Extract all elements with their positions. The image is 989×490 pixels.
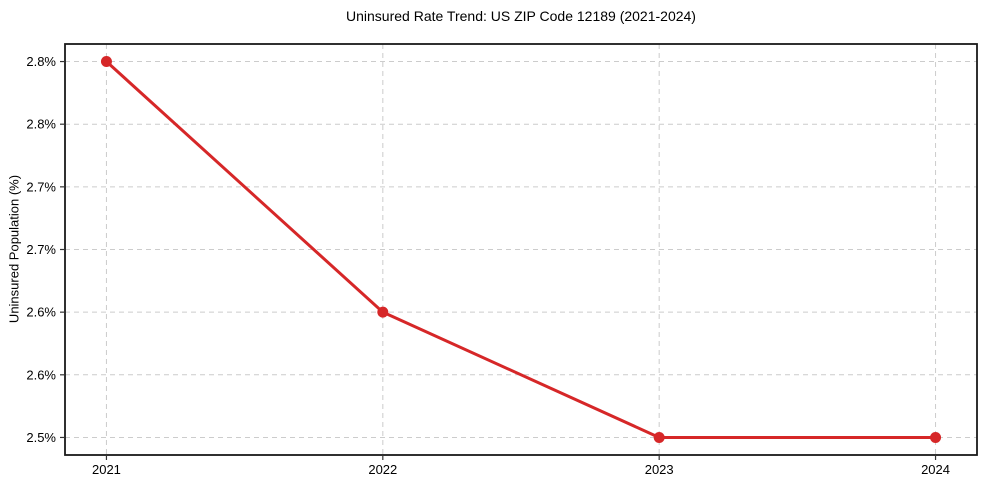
y-tick-label: 2.7% — [26, 179, 56, 194]
y-tick-label: 2.6% — [26, 305, 56, 320]
data-point — [100, 56, 112, 68]
data-point — [377, 306, 389, 318]
data-point — [653, 431, 665, 443]
y-tick-label: 2.5% — [26, 430, 56, 445]
x-tick-label: 2021 — [92, 462, 121, 477]
data-point — [930, 431, 942, 443]
x-tick-label: 2023 — [645, 462, 674, 477]
trend-line — [104, 60, 938, 439]
y-tick-label: 2.7% — [26, 242, 56, 257]
y-tick-label: 2.8% — [26, 54, 56, 69]
y-tick-label: 2.6% — [26, 367, 56, 382]
x-tick-label: 2022 — [368, 462, 397, 477]
y-tick-label: 2.8% — [26, 117, 56, 132]
chart-title: Uninsured Rate Trend: US ZIP Code 12189 … — [346, 8, 696, 24]
x-tick-label: 2024 — [921, 462, 950, 477]
